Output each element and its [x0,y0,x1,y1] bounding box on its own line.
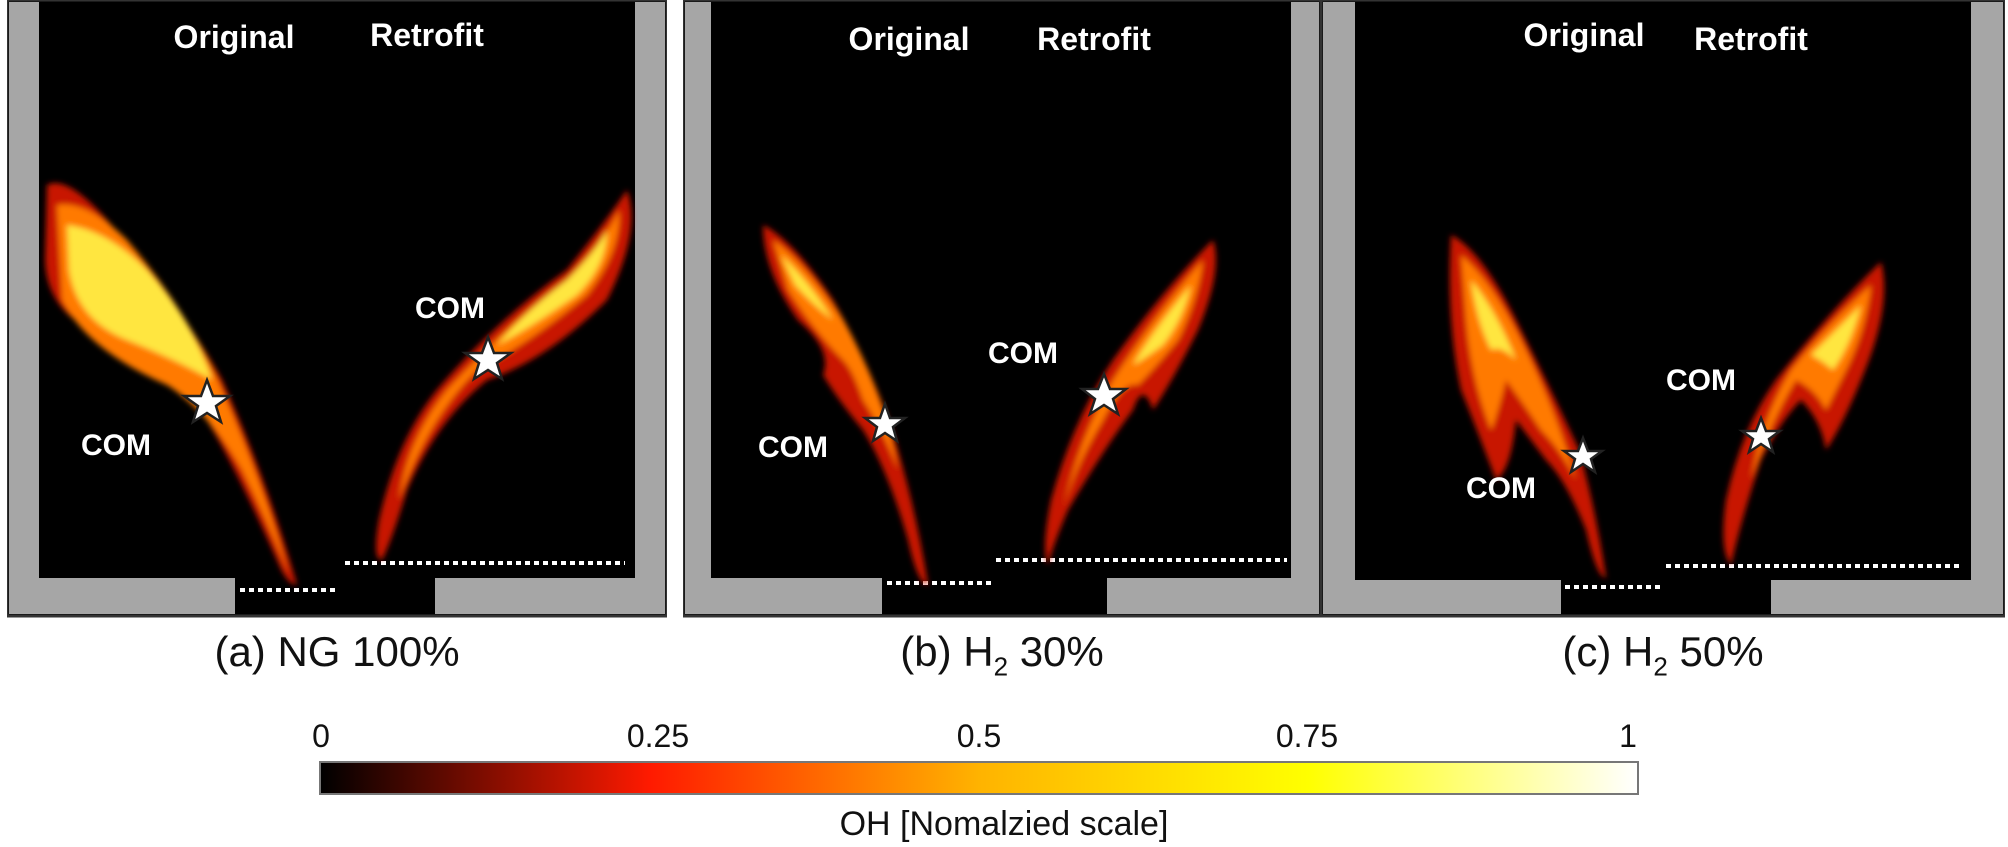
panel-caption: (b) H2 30% [683,628,1321,682]
caption-suffix: 30% [1008,628,1104,675]
com-star-original [180,376,234,425]
header-retrofit: Retrofit [370,17,484,53]
flame-retrofit [1045,240,1216,565]
bottom-wall-left [685,578,882,614]
header-original: Original [849,21,970,57]
caption-text: (c) H [1562,628,1654,675]
colorbar-tick-075: 0.75 [1275,718,1339,754]
left-wall [685,2,711,614]
panel-a-image: Original Retrofit COM COM [7,0,667,618]
flame-retrofit [376,190,632,560]
colorbar-tick-05: 0.5 [956,718,1002,754]
header-original: Original [174,19,295,55]
com-label-retrofit: COM [415,292,485,325]
caption-subscript: 2 [1653,651,1668,682]
right-wall [1971,2,2003,614]
colorbar-tick-1: 1 [1619,718,1637,754]
com-star-retrofit [461,333,515,382]
bottom-wall-left [1323,580,1561,614]
com-label-original: COM [81,429,151,462]
caption-subscript: 2 [993,651,1009,682]
com-star-retrofit [1078,370,1130,417]
panel-b-image: Original Retrofit COM COM [683,0,1321,618]
bottom-wall-right [1107,578,1319,614]
flame-original [1449,235,1606,578]
bottom-wall-right [1771,580,2003,614]
com-label-original: COM [1466,472,1536,505]
flame-original [45,183,297,585]
right-wall [635,2,665,614]
bottom-wall-left [9,578,235,614]
panel-caption: (c) H2 50% [1321,628,2005,682]
caption-text: (a) NG 100% [214,628,460,675]
com-star-original [1560,434,1606,475]
left-wall [9,2,39,614]
header-retrofit: Retrofit [1694,21,1808,57]
com-label-retrofit: COM [988,337,1058,370]
caption-suffix: 50% [1667,628,1764,675]
panel-a: Original Retrofit COM COM (a) NG 100% [7,0,667,675]
right-wall [1291,2,1319,614]
colorbar-tick-025: 0.25 [626,718,690,754]
left-wall [1323,2,1355,614]
bottom-wall-right [435,578,665,614]
flame-original [763,225,928,585]
com-label-original: COM [758,431,828,464]
colorbar-title: OH [Nomalzied scale] [839,805,1169,843]
colorbar [319,761,1639,795]
header-original: Original [1524,17,1645,53]
caption-text: (b) H [900,628,994,675]
com-star-retrofit [1738,414,1784,455]
panel-c-image: Original Retrofit COM COM [1321,0,2005,618]
panel-caption: (a) NG 100% [7,628,667,682]
com-label-retrofit: COM [1666,364,1736,397]
header-retrofit: Retrofit [1037,21,1151,57]
com-star-original [861,400,909,444]
panel-c: Original Retrofit COM COM (c) H2 50% [1321,0,2005,681]
colorbar-tick-0: 0 [312,718,330,754]
flame-retrofit [1723,262,1885,565]
panel-b: Original Retrofit COM COM (b) H2 30% [683,0,1321,681]
